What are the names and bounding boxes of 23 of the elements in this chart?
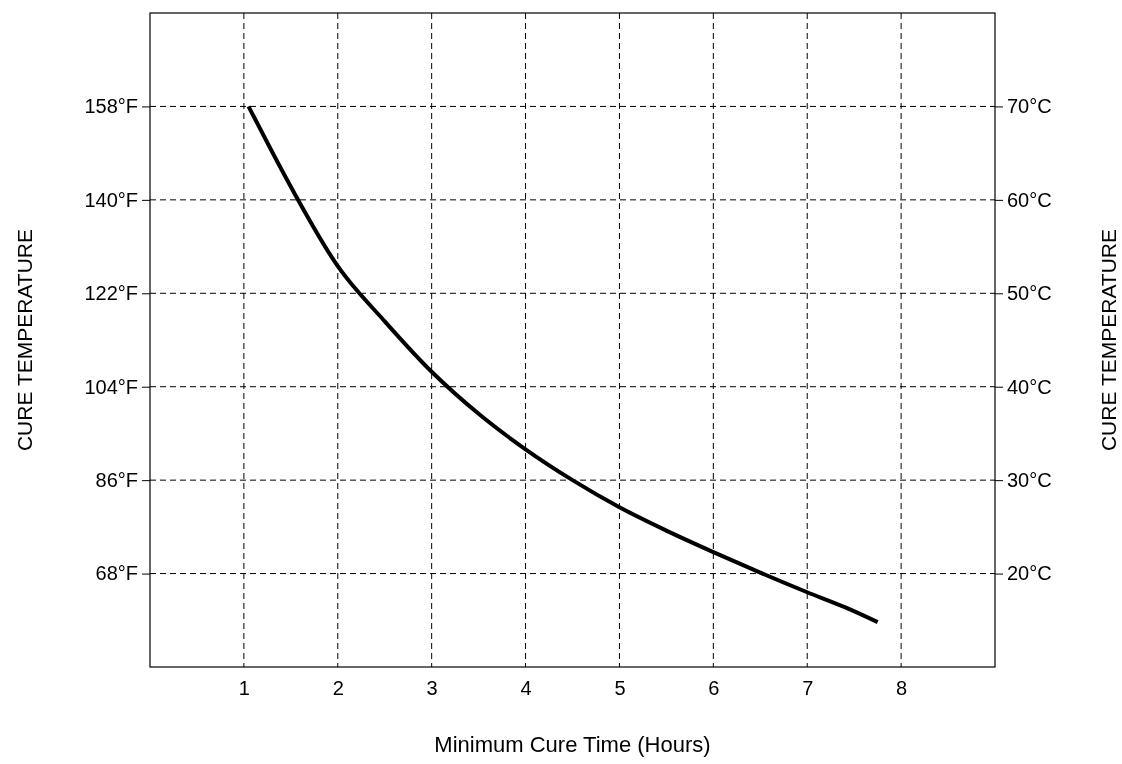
y2-tick-label: 50°C [1007, 282, 1052, 305]
x-tick-label: 3 [426, 677, 438, 700]
y-tick-label: 122°F [84, 282, 138, 305]
y-tick-label: 140°F [84, 188, 138, 211]
x-tick-label: 8 [896, 677, 908, 700]
x-axis-title: Minimum Cure Time (Hours) [434, 732, 711, 757]
y-tick-label: 86°F [95, 469, 138, 492]
x-tick-label: 7 [802, 677, 814, 700]
y2-tick-label: 70°C [1007, 95, 1052, 118]
y-tick-label: 68°F [95, 562, 138, 585]
x-tick-label: 6 [708, 677, 720, 700]
y2-axis-title: CURE TEMPERATURE [1097, 228, 1120, 452]
x-tick-label: 5 [614, 677, 626, 700]
y2-tick-label: 60°C [1007, 188, 1052, 211]
y2-tick-label: 20°C [1007, 562, 1052, 585]
y-tick-label: 158°F [84, 95, 138, 118]
x-tick-label: 4 [520, 677, 532, 700]
y-axis-title: CURE TEMPERATURE [13, 228, 36, 452]
x-tick-label: 2 [332, 677, 344, 700]
y2-tick-label: 30°C [1007, 469, 1052, 492]
y-tick-label: 104°F [84, 375, 138, 398]
x-tick-label: 1 [238, 677, 250, 700]
y2-tick-label: 40°C [1007, 375, 1052, 398]
